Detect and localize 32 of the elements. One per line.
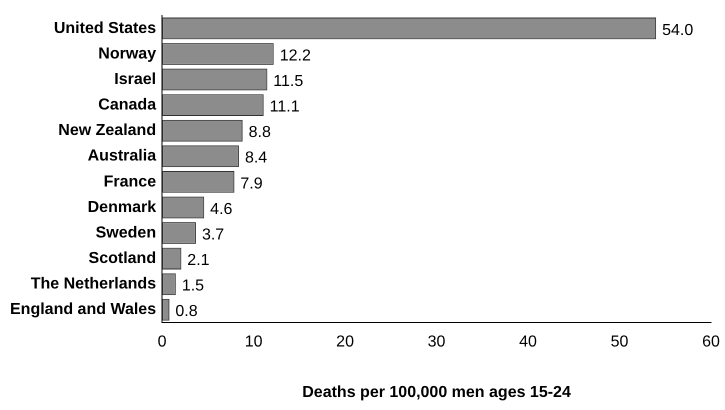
data-label: 7.9 (240, 175, 263, 192)
y-tick-label: Denmark (88, 198, 156, 216)
data-label: 12.2 (280, 47, 311, 64)
y-tick-label: Australia (88, 148, 156, 165)
y-tick-label: Canada (98, 96, 156, 114)
y-tick-label: United States (54, 20, 156, 37)
data-label: 3.7 (202, 226, 224, 244)
x-tick-label: 50 (610, 334, 629, 351)
y-tick-label: The Netherlands (30, 276, 156, 293)
data-label: 54.0 (662, 22, 694, 39)
data-label: 4.6 (210, 200, 233, 218)
y-tick-label: New Zealand (58, 122, 156, 140)
data-label: 11.5 (273, 72, 304, 90)
x-tick-label: 30 (428, 334, 446, 351)
y-tick-label: Norway (98, 45, 156, 62)
data-label: 2.1 (187, 252, 210, 270)
y-tick-label: Sweden (96, 224, 156, 242)
x-tick-label: 0 (158, 334, 167, 351)
data-label: 0.8 (175, 303, 198, 320)
x-tick-label: 10 (244, 334, 263, 351)
y-tick-label: Israel (114, 70, 156, 88)
x-tick-label: 40 (519, 334, 538, 351)
x-axis-title: Deaths per 100,000 men ages 15-24 (302, 384, 571, 401)
data-label: 8.4 (244, 150, 268, 167)
y-tick-label: Scotland (88, 250, 156, 268)
y-tick-label: France (104, 173, 156, 190)
data-label: 1.5 (182, 278, 204, 295)
x-tick-label: 60 (702, 334, 720, 351)
x-tick-label: 20 (336, 334, 354, 351)
data-label: 11.1 (270, 98, 300, 116)
data-label: 8.8 (248, 124, 271, 142)
y-tick-label: England and Wales (10, 301, 156, 318)
